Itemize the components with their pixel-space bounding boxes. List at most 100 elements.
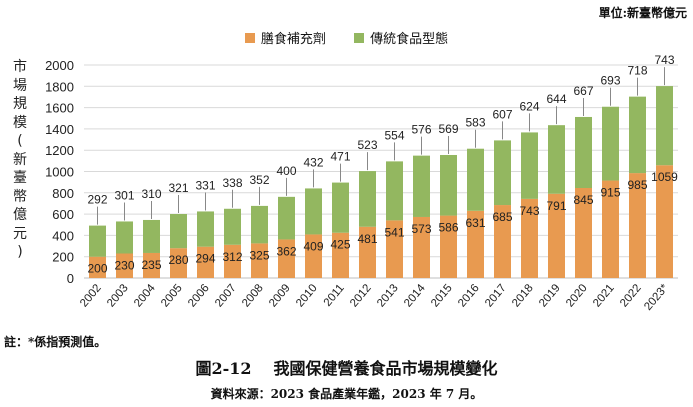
bar-traditional: [602, 106, 619, 181]
data-label-supplement: 325: [249, 248, 269, 262]
y-tick-label: 1000: [45, 165, 74, 180]
y-axis-label-char: 模: [13, 114, 27, 131]
bar-supplement: [521, 198, 538, 278]
data-label-traditional: 292: [87, 193, 107, 207]
data-label-traditional: 310: [141, 187, 161, 201]
data-label-traditional: 301: [114, 188, 134, 202]
y-axis-label-char: 臺: [13, 170, 27, 186]
data-label-traditional: 523: [357, 138, 377, 152]
x-tick-label: 2006: [186, 282, 212, 309]
data-label-traditional: 607: [492, 107, 512, 121]
data-label-traditional: 693: [600, 74, 620, 88]
x-tick-label: 2004: [132, 282, 158, 310]
legend-label-supplement: 膳食補充劑: [260, 32, 326, 47]
data-label-traditional: 338: [222, 176, 242, 190]
bar-traditional: [494, 140, 511, 206]
bar-traditional: [143, 219, 160, 253]
bar-supplement: [629, 173, 646, 278]
bar-supplement: [224, 244, 241, 278]
bar-supplement: [575, 188, 592, 278]
bar-traditional: [89, 225, 106, 257]
x-tick-label: 2022: [618, 282, 644, 309]
data-label-traditional: 583: [465, 116, 485, 130]
y-axis-label-char: (: [17, 133, 23, 149]
data-label-traditional: 400: [276, 164, 296, 178]
x-tick-label: 2021: [591, 282, 617, 309]
y-tick-label: 1400: [45, 122, 74, 137]
legend-swatch-supplement: [244, 32, 255, 43]
data-label-supplement: 1059: [651, 170, 678, 184]
bar-supplement: [359, 226, 376, 278]
y-axis-label: 市場規模 (新臺幣億元): [10, 58, 30, 262]
bar-supplement: [278, 239, 295, 278]
x-tick-label: 2012: [348, 282, 374, 309]
data-label-traditional: 576: [411, 123, 431, 137]
bar-traditional: [467, 148, 484, 211]
x-tick-label: 2018: [510, 282, 536, 309]
bar-supplement: [548, 193, 565, 278]
data-label-traditional: 624: [519, 99, 539, 113]
y-tick-label: 600: [52, 207, 74, 222]
data-label-supplement: 743: [519, 204, 539, 218]
bar-traditional: [197, 211, 214, 247]
data-label-traditional: 554: [384, 128, 404, 142]
data-label-supplement: 362: [276, 244, 296, 258]
y-tick-label: 1800: [45, 79, 74, 94]
bar-supplement: [467, 210, 484, 278]
legend-label-traditional: 傳統食品型態: [370, 32, 449, 47]
data-label-traditional: 718: [627, 64, 647, 78]
y-axis-label-char: 元: [13, 225, 27, 242]
bar-traditional: [116, 221, 133, 254]
data-label-supplement: 409: [303, 239, 323, 253]
bar-supplement: [656, 165, 673, 278]
x-tick-label: 2002: [78, 282, 104, 309]
y-tick-label: 400: [52, 228, 74, 243]
data-label-traditional: 352: [249, 173, 269, 187]
x-tick-label: 2005: [159, 282, 185, 309]
data-label-traditional: 743: [654, 53, 674, 67]
data-label-supplement: 791: [546, 199, 566, 213]
legend-swatch-traditional: [354, 32, 365, 43]
data-label-supplement: 985: [627, 178, 647, 192]
bar-traditional: [359, 171, 376, 227]
legend-item-traditional: 傳統食品型態: [354, 28, 448, 47]
bar-traditional: [656, 86, 673, 166]
data-label-supplement: 586: [438, 221, 458, 235]
bar-supplement: [170, 248, 187, 278]
x-tick-label: 2023*: [642, 282, 671, 313]
y-tick-label: 2000: [45, 58, 74, 73]
bar-supplement: [494, 205, 511, 278]
bar-traditional: [548, 125, 565, 194]
x-tick-label: 2013: [375, 282, 401, 309]
bar-traditional: [386, 161, 403, 221]
data-label-supplement: 312: [222, 250, 242, 264]
bar-traditional: [278, 196, 295, 240]
figure-number: 圖2-12: [195, 359, 252, 378]
figure-title: 圖2-12 我國保健營養食品市場規模變化: [0, 355, 693, 379]
data-label-supplement: 631: [465, 216, 485, 230]
x-tick-label: 2015: [429, 282, 455, 309]
bar-supplement: [413, 216, 430, 278]
data-label-traditional: 644: [546, 92, 566, 106]
bar-supplement: [602, 180, 619, 278]
bar-supplement: [143, 252, 160, 278]
bar-supplement: [305, 234, 322, 278]
x-tick-label: 2010: [294, 282, 320, 309]
data-label-traditional: 331: [195, 178, 215, 192]
x-tick-label: 2011: [322, 282, 347, 309]
chart-legend: 膳食補充劑 傳統食品型態: [0, 28, 693, 47]
bar-supplement: [251, 243, 268, 278]
x-tick-label: 2007: [213, 282, 239, 309]
legend-item-supplement: 膳食補充劑: [244, 28, 326, 47]
data-label-supplement: 280: [168, 253, 188, 267]
figure-title-text: 我國保健營養食品市場規模變化: [273, 359, 498, 378]
data-label-supplement: 685: [492, 210, 512, 224]
data-label-traditional: 432: [303, 155, 323, 169]
data-label-supplement: 845: [573, 193, 593, 207]
data-label-supplement: 573: [411, 222, 431, 236]
bar-supplement: [197, 246, 214, 278]
bar-traditional: [332, 182, 349, 233]
y-tick-label: 200: [52, 250, 74, 265]
y-tick-label: 1600: [45, 101, 74, 116]
stacked-bar-chart: 0 200 400 600 800 1000 1200 1400 1600 1800 2000 200…: [45, 53, 678, 313]
